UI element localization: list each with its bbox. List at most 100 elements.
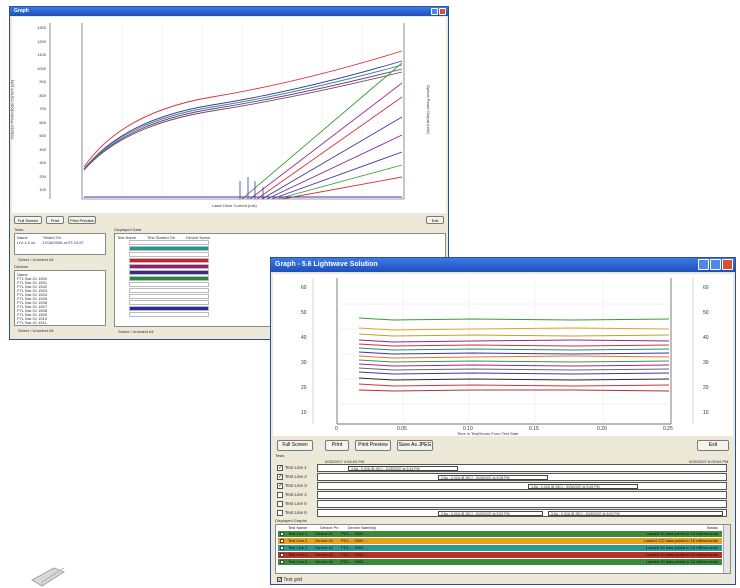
back-device-item[interactable]: FTL Bar-01 1508 (17, 308, 48, 313)
main-save-jpeg-button[interactable]: Save As JPEG (397, 440, 433, 451)
main-displayed-pn: Device #1 (315, 538, 334, 543)
back-displayed-row[interactable] (129, 270, 209, 275)
main-displayed-row[interactable]: Test Line 4 Device #1 PD1 ... 9000 ... Load… (278, 552, 722, 558)
back-test-row[interactable]: LIV-1-0 us 12/18/2006 at 07:23:22 (17, 240, 84, 245)
back-select-all-displayed[interactable]: Select / Unselect All (118, 329, 154, 334)
main-test-label: Test Line 4 (285, 492, 307, 497)
main-displayed-name: Test Line 4 (288, 552, 308, 557)
main-test-bar[interactable]: 3.8a - 0.02A (B 25C) - 5/28/2007 at 5:34… (348, 466, 458, 471)
main-test-row[interactable]: Test Line 4 (277, 491, 727, 499)
back-displayed-row[interactable] (129, 312, 209, 317)
back-device-item[interactable]: FTL Bar-01 1511 (17, 320, 47, 325)
main-test-bar[interactable]: 3.8a - 0.02A (B 25C) - 5/28/2007 at 5:52… (438, 511, 543, 516)
main-displayed-row[interactable]: Test Line 5 Device #1 PD1 ... 9000 ... Load… (278, 559, 722, 565)
back-print-preview-button[interactable]: Print Preview (68, 216, 96, 224)
back-device-item[interactable]: FTL Bar-01 1500 (17, 276, 48, 281)
main-test-label: Test Line 1 (285, 465, 307, 470)
main-test-checkbox[interactable]: ✓ (277, 474, 284, 480)
main-displayed-pn: Device #1 (315, 552, 334, 557)
back-device-item[interactable]: FTL Bar-01 1507 (17, 304, 48, 309)
main-x-tick-5: 0.25 (663, 426, 673, 432)
main-test-track (317, 491, 727, 499)
back-device-item[interactable]: FTL Bar-01 1505 (17, 296, 48, 301)
main-test-row[interactable]: ✓ Test Line 3 3.8a - 0.02A (B 25C) - 5/28/… (277, 482, 727, 490)
back-displayed-row[interactable] (129, 264, 209, 269)
main-displayed-checkbox[interactable] (280, 539, 284, 543)
main-displayed-row[interactable]: Test Line 1 Device #1 PD1 ... 9000 ... Load… (278, 531, 722, 537)
back-device-item[interactable]: FTL Bar-01 1509 (17, 312, 48, 317)
main-test-checkbox[interactable] (277, 492, 283, 498)
back-device-item[interactable]: FTL Bar-01 1506 (17, 300, 48, 305)
main-test-label: Test Line 5 (285, 501, 307, 506)
main-test-checkbox[interactable] (277, 510, 283, 516)
back-displayed-row[interactable] (129, 282, 209, 287)
back-select-all-tests[interactable]: Select / Unselect All (18, 257, 54, 262)
main-test-bar[interactable]: 3.8a - 0.02A (B 25C) - 5/28/2007 at 6:00… (548, 511, 723, 516)
main-displayed-list[interactable]: Test Name Device Pn Device Name(s) Statu… (275, 524, 731, 574)
back-tests-header: Tests (14, 227, 24, 232)
main-test-checkbox[interactable]: ✓ (277, 483, 284, 489)
back-full-screen-button[interactable]: Full Screen (14, 216, 42, 224)
back-exit-button[interactable]: Exit (426, 216, 444, 224)
back-device-item[interactable]: FTL Bar-01 1504 (17, 292, 48, 297)
back-displayed-row[interactable] (129, 240, 209, 245)
back-liv-chart (49, 23, 405, 200)
main-displayed-row[interactable]: Test Line 2 Device #1 PD1 ... 9000 ... Load… (278, 538, 722, 544)
main-print-button[interactable]: Print (325, 440, 349, 451)
main-window-titlebar: Graph - 5.6 Lightwave Solution (271, 258, 735, 272)
main-test-checkbox[interactable] (277, 501, 283, 507)
main-test-row[interactable]: Test Line 5 (277, 500, 727, 508)
main-displayed-checkbox[interactable] (280, 546, 284, 550)
back-close-button[interactable] (439, 8, 446, 15)
main-test-track (317, 500, 727, 508)
main-test-bar[interactable]: 3.8a - 0.02A (B 25C) - 5/28/2007 at 5:45… (528, 484, 638, 489)
main-displayed-status: Loaded 172 data points in 16 millisecond… (643, 538, 719, 543)
main-displayed-scrollbar[interactable] (723, 525, 730, 573)
back-device-item[interactable]: FTL Bar-01 1502 (17, 284, 48, 289)
back-displayed-row[interactable] (129, 276, 209, 281)
main-displayed-checkbox[interactable] (280, 560, 284, 564)
main-x-tick-2: 0.10 (463, 426, 473, 432)
back-device-item[interactable]: FTL Bar-01 1501 (17, 280, 48, 285)
main-displayed-row[interactable]: Test Line 3 Device #1 PD1 ... 9000 ... Load… (278, 545, 722, 551)
main-left-ticks: 60 50 40 30 20 10 (301, 285, 307, 416)
main-test-row[interactable]: ✓ Test Line 1 3.8a - 0.02A (B 25C) - 5/28/… (277, 464, 727, 472)
back-minimize-button[interactable] (431, 8, 438, 15)
main-print-preview-button[interactable]: Print Preview (355, 440, 391, 451)
back-x-axis-label: Laser Drive Current (mA) (212, 203, 257, 208)
main-maximize-button[interactable] (710, 259, 721, 270)
back-devices-list[interactable]: Name FTL Bar-01 1500 FTL Bar-01 1501 FTL B… (14, 270, 106, 326)
back-devices-header: Devices (14, 264, 29, 269)
main-time-end: 5/28/2007 6:09:54 PM (689, 459, 729, 464)
main-full-screen-button[interactable]: Full Screen (277, 440, 313, 451)
main-test-track: 3.8a - 0.02A (B 25C) - 5/28/2007 at 5:45… (317, 482, 727, 490)
back-print-button[interactable]: Print (46, 216, 64, 224)
main-test-grid-checkbox[interactable]: ✓ Test grid (277, 577, 303, 584)
main-displayed-checkbox[interactable] (280, 553, 284, 557)
back-displayed-row[interactable] (129, 306, 209, 311)
main-exit-button[interactable]: Exit (697, 440, 729, 451)
back-select-all-devices[interactable]: Select / Unselect All (18, 328, 54, 333)
back-displayed-row[interactable] (129, 246, 209, 251)
back-displayed-row[interactable] (129, 294, 209, 299)
main-plot-area: 60 50 40 30 20 10 60 50 40 30 20 10 0 0.05 0.10 0.… (273, 274, 733, 436)
back-displayed-row[interactable] (129, 258, 209, 263)
main-x-tick-0: 0 (335, 426, 338, 432)
main-minimize-button[interactable] (698, 259, 709, 270)
back-displayed-row[interactable] (129, 252, 209, 257)
back-device-item[interactable]: FTL Bar-01 1510 (17, 316, 48, 321)
main-displayed-status: Loaded 19 data points in 16 milliseconds (645, 552, 718, 557)
main-test-bar[interactable]: 3.8a - 0.02A (B 25C) - 5/28/2007 at 5:38… (438, 475, 548, 480)
back-displayed-row[interactable] (129, 288, 209, 293)
back-device-item[interactable]: FTL Bar-01 1503 (17, 288, 48, 293)
main-displayed-status: Loaded 19 data points in 16 milliseconds (645, 559, 718, 564)
main-close-button[interactable] (722, 259, 733, 270)
main-displayed-checkbox[interactable] (280, 532, 284, 536)
back-tests-list[interactable]: Name Tested On LIV-1-0 us 12/18/2006 at … (14, 233, 106, 255)
main-displayed-name: Test Line 1 (288, 531, 308, 536)
main-test-checkbox[interactable]: ✓ (277, 465, 284, 471)
main-test-row[interactable]: Test Line 6 3.8a - 0.02A (B 25C) - 5/28/2… (277, 509, 727, 517)
back-displayed-row[interactable] (129, 300, 209, 305)
main-test-row[interactable]: ✓ Test Line 2 3.8a - 0.02A (B 25C) - 5/28/… (277, 473, 727, 481)
back-plot-area: 1300 1200 1100 1000 900 800 700 600 500 400 300 200… (9, 17, 446, 213)
